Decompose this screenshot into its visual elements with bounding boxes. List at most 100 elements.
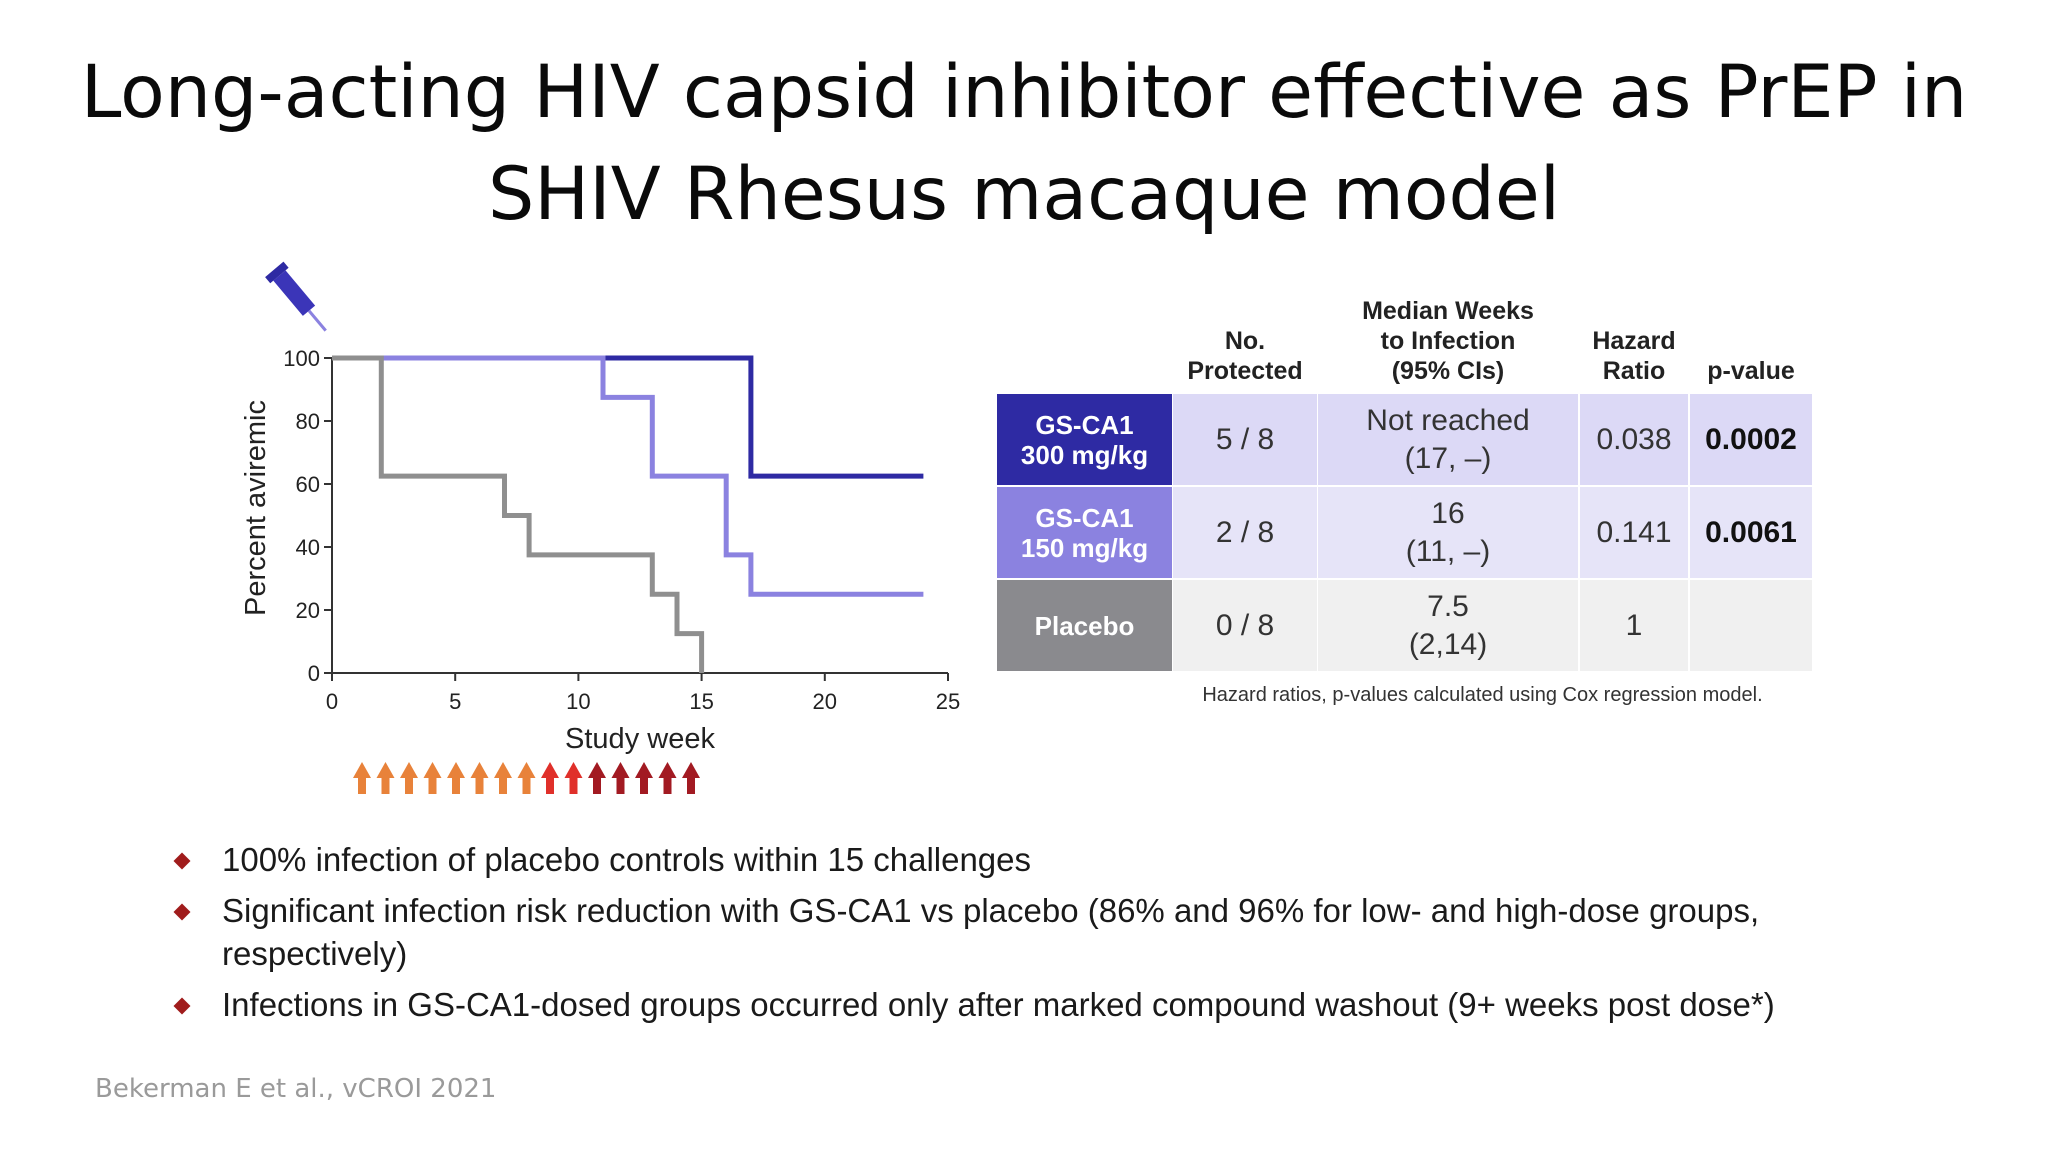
arrow-head [517,762,536,778]
row-placebo-median: 7.5 (2,14) [1318,580,1578,671]
x-tick-label: 20 [813,689,837,714]
arrow-shaft [640,778,648,794]
row-150-pvalue: 0.0061 [1690,487,1812,578]
diamond-bullet-icon [173,903,191,921]
challenge-arrow-icon [635,762,653,794]
challenge-arrow-icon [470,762,489,794]
row-300-pvalue: 0.0002 [1690,394,1812,485]
challenge-arrow-icon [376,762,395,794]
challenge-arrow-icon [541,762,559,794]
row-group-300: GS-CA1 300 mg/kg [997,394,1172,485]
arrow-head [447,762,465,778]
arrow-head [353,762,371,778]
y-tick-label: 60 [296,472,320,497]
x-tick-label: 0 [326,689,338,714]
y-tick-label: 80 [296,409,320,434]
arrow-shaft [663,778,672,794]
challenge-arrow-icon [564,762,583,794]
diamond-bullet-icon [173,997,191,1015]
x-tick-label: 5 [449,689,461,714]
x-tick-label: 10 [566,689,590,714]
bullet-list: 100% infection of placebo controls withi… [170,838,1910,1034]
challenge-arrow-icon [423,762,442,794]
y-tick-label: 40 [296,535,320,560]
arrow-head [658,762,677,778]
citation: Bekerman E et al., vCROI 2021 [95,1074,497,1104]
table-footnote: Hazard ratios, p-values calculated using… [1202,684,1763,706]
challenge-arrow-icon [658,762,677,794]
challenge-arrow-icon [400,762,418,794]
row-placebo-protected: 0 / 8 [1173,580,1317,671]
header-p-value: p-value [1707,357,1795,385]
bullet-text: Significant infection risk reduction wit… [222,892,1760,972]
slide-title: Long-acting HIV capsid inhibitor effecti… [0,42,2048,246]
arrow-shaft [405,778,413,794]
arrow-shaft [687,778,695,794]
syringe-icon [265,261,327,332]
challenge-arrow-icon [447,762,465,794]
series-line-150mgkg [332,355,924,597]
bullet-text: 100% infection of placebo controls withi… [222,841,1032,878]
arrow-shaft [522,778,531,794]
bullet-item: Infections in GS-CA1-dosed groups occurr… [170,983,1910,1026]
row-150-hazard: 0.141 [1580,487,1688,578]
arrow-head [588,762,606,778]
title-line-1: Long-acting HIV capsid inhibitor effecti… [80,50,1968,135]
row-group-150: GS-CA1 150 mg/kg [997,487,1172,578]
y-tick-label: 0 [308,661,320,686]
arrow-shaft [593,778,601,794]
challenge-arrow-icon [611,762,630,794]
arrow-head [541,762,559,778]
row-placebo-pvalue [1690,580,1812,671]
series-line-placebo [332,355,705,673]
arrow-head [635,762,653,778]
challenge-arrow-icon [588,762,606,794]
bullet-item: Significant infection risk reduction wit… [170,889,1910,975]
challenge-arrow-icon [682,762,700,794]
chart-ticks: 0 5 10 15 20 25 0 20 40 60 80 100 [283,346,960,714]
row-300-hazard: 0.038 [1580,394,1688,485]
chart-axes [331,358,948,674]
y-tick-label: 20 [296,598,320,623]
row-150-protected: 2 / 8 [1173,487,1317,578]
challenge-arrow-icon [517,762,536,794]
arrow-shaft [499,778,507,794]
arrow-shaft [546,778,554,794]
row-300-protected: 5 / 8 [1173,394,1317,485]
challenge-arrow-icon [353,762,371,794]
arrow-head [376,762,395,778]
bullet-item: 100% infection of placebo controls withi… [170,838,1910,881]
row-placebo-hazard: 1 [1580,580,1688,671]
arrow-shaft [381,778,390,794]
x-tick-label: 15 [689,689,713,714]
arrow-shaft [616,778,625,794]
title-line-2: SHIV Rhesus macaque model [487,152,1561,237]
arrow-head [682,762,700,778]
arrow-shaft [358,778,366,794]
row-150-median: 16 (11, –) [1318,487,1578,578]
chart-series [332,355,924,673]
arrow-head [400,762,418,778]
arrow-shaft [428,778,437,794]
x-tick-label: 25 [936,689,960,714]
arrow-shaft [475,778,484,794]
arrow-head [564,762,583,778]
x-axis-label: Study week [565,723,715,755]
bullet-text: Infections in GS-CA1-dosed groups occurr… [222,986,1775,1023]
header-hazard-ratio: Hazard Ratio [1592,327,1676,385]
arrow-head [470,762,489,778]
y-axis-label: Percent aviremic [240,400,272,616]
arrow-head [611,762,630,778]
y-tick-label: 100 [283,346,320,371]
header-no-protected: No. Protected [1187,327,1303,385]
header-median-weeks: Median Weeks to Infection (95% CIs) [1362,297,1534,385]
arrow-head [423,762,442,778]
challenge-arrow-icon [494,762,512,794]
arrow-head [494,762,512,778]
challenge-arrows [353,762,700,794]
arrow-shaft [452,778,460,794]
row-300-median: Not reached (17, –) [1318,394,1578,485]
row-group-placebo: Placebo [997,580,1172,671]
